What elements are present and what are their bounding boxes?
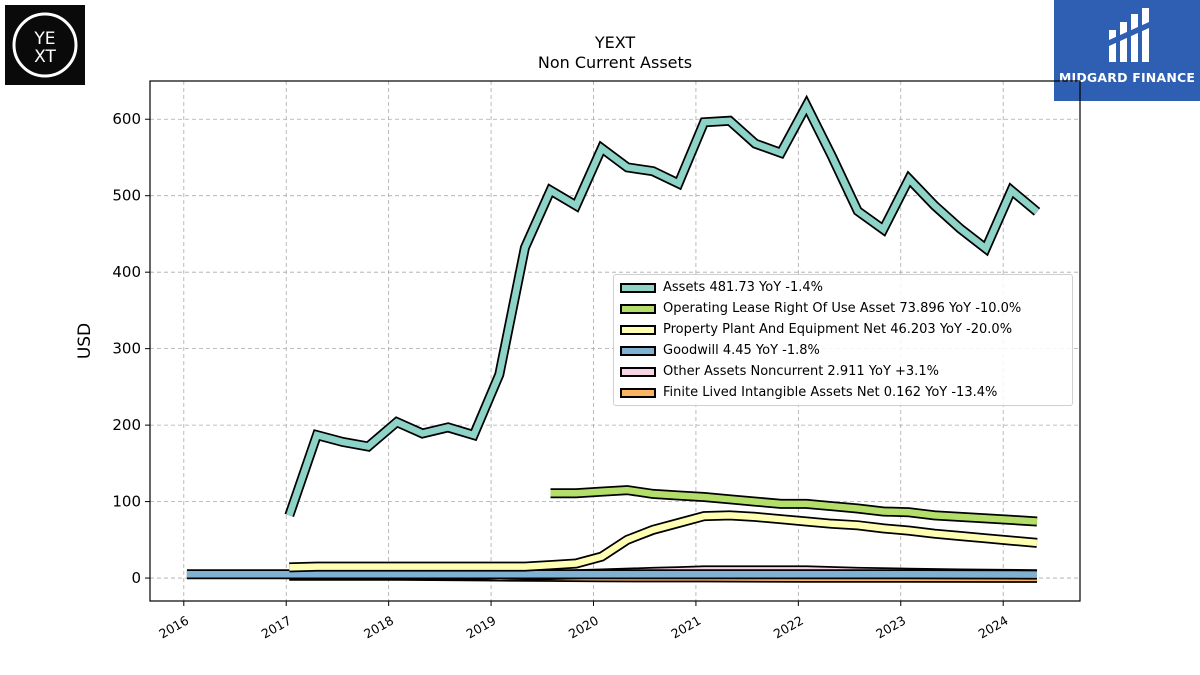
x-tick-label: 2021 xyxy=(668,613,703,642)
x-tick-label: 2022 xyxy=(771,613,806,642)
x-tick-label: 2019 xyxy=(464,613,499,642)
midgard-finance-brand: MIDGARD FINANCE xyxy=(1058,70,1196,85)
series-outline-property-plant-and-equipment-net xyxy=(289,510,1038,573)
legend-label: Finite Lived Intangible Assets Net 0.162… xyxy=(663,385,998,400)
y-tick-label: 600 xyxy=(112,110,141,128)
x-tick-label: 2017 xyxy=(259,613,294,642)
y-tick-label: 0 xyxy=(131,569,141,587)
x-tick-label: 2018 xyxy=(361,613,396,642)
legend-label: Assets 481.73 YoY -1.4% xyxy=(663,280,824,295)
y-tick-label: 500 xyxy=(112,187,141,205)
legend-swatch xyxy=(620,346,656,356)
y-tick-label: 200 xyxy=(112,416,141,434)
legend-label: Goodwill 4.45 YoY -1.8% xyxy=(663,343,820,358)
legend-swatch xyxy=(620,325,656,335)
y-tick-label: 300 xyxy=(112,340,141,358)
chart-legend: Assets 481.73 YoY -1.4% Operating Lease R… xyxy=(613,274,1073,406)
series-line-property-plant-and-equipment-net xyxy=(289,512,1038,571)
chart-subtitle: Non Current Assets xyxy=(537,53,693,72)
midgard-finance-logo: MIDGARD FINANCE xyxy=(1054,0,1200,101)
y-axis-label: USD xyxy=(75,323,95,359)
x-tick-label: 2020 xyxy=(566,613,601,642)
legend-swatch xyxy=(620,367,656,377)
legend-swatch xyxy=(620,304,656,314)
x-tick-label: 2016 xyxy=(156,613,191,642)
yext-logo: YE XT xyxy=(5,5,85,85)
x-tick-label: 2023 xyxy=(873,613,908,642)
series-line-operating-lease-right-of-use-asset xyxy=(550,486,1038,525)
legend-label: Other Assets Noncurrent 2.911 YoY +3.1% xyxy=(663,364,939,379)
series-line-assets xyxy=(286,98,1040,517)
legend-swatch xyxy=(620,283,656,293)
legend-swatch xyxy=(620,388,656,398)
y-tick-label: 400 xyxy=(112,263,141,281)
yext-logo-text-bottom: XT xyxy=(34,47,56,67)
legend-label: Operating Lease Right Of Use Asset 73.89… xyxy=(663,301,1022,316)
yext-logo-text-top: YE xyxy=(33,29,55,49)
x-tick-label: 2024 xyxy=(976,613,1011,642)
legend-label: Property Plant And Equipment Net 46.203 … xyxy=(663,322,1013,337)
y-tick-label: 100 xyxy=(112,493,141,511)
plot-frame xyxy=(149,80,1081,602)
chart-title: YEXT xyxy=(594,33,636,52)
